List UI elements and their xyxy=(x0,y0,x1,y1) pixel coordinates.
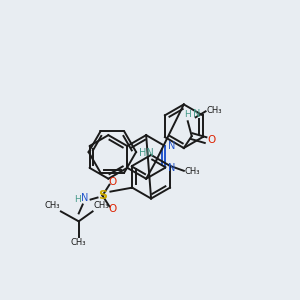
Text: H: H xyxy=(184,110,191,119)
Text: CH₃: CH₃ xyxy=(44,201,60,210)
Text: HN: HN xyxy=(139,148,154,158)
Text: H: H xyxy=(74,195,81,204)
Text: CH₃: CH₃ xyxy=(185,167,200,176)
Text: O: O xyxy=(208,135,216,145)
Text: CH₃: CH₃ xyxy=(207,106,222,115)
Text: N: N xyxy=(168,163,176,173)
Text: O: O xyxy=(108,204,116,214)
Text: N: N xyxy=(193,109,200,119)
Text: N: N xyxy=(168,141,176,151)
Text: O: O xyxy=(108,177,116,187)
Text: S: S xyxy=(98,189,107,202)
Text: CH₃: CH₃ xyxy=(94,201,109,210)
Text: N: N xyxy=(81,193,88,202)
Text: CH₃: CH₃ xyxy=(71,238,86,247)
